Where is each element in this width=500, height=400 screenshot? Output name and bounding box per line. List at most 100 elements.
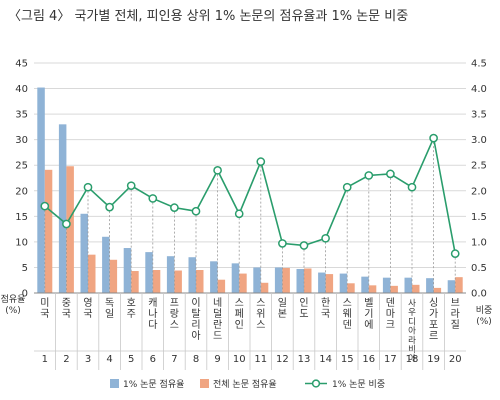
- rank-label: 11: [254, 354, 267, 365]
- y-tick-label-left: 0: [22, 289, 28, 300]
- ratio-point: [62, 219, 71, 229]
- ratio-point: [450, 249, 460, 258]
- rank-label: 8: [193, 354, 199, 365]
- y-axis-title-left: 점유율: [1, 293, 26, 305]
- bar-total-share: [433, 287, 442, 293]
- bar-total-share: [325, 274, 334, 293]
- rank-label: 1: [42, 354, 48, 365]
- legend-marker-ratio: [311, 379, 321, 388]
- bar-top1pct-share: [102, 236, 110, 293]
- y-tick-label-left: 40: [15, 84, 28, 95]
- ratio-point: [299, 241, 309, 250]
- rank-label: 17: [384, 354, 397, 365]
- y-tick-label-left: 45: [15, 59, 28, 70]
- legend-label-ratio: 1% 논문 비중: [332, 379, 385, 390]
- y-tick-label-right: 1.0: [471, 237, 487, 248]
- rank-label: 16: [362, 354, 375, 365]
- bar-total-share: [282, 267, 290, 293]
- bar-total-share: [152, 270, 161, 293]
- bar-top1pct-share: [123, 248, 132, 293]
- ratio-point: [105, 202, 114, 212]
- y-tick-label-right: 3.0: [471, 135, 487, 146]
- legend-swatch-top1pct-share: [110, 379, 119, 388]
- y-tick-label-right: 4.0: [471, 84, 487, 95]
- bar-top1pct-share: [404, 277, 412, 293]
- bar-top1pct-share: [339, 273, 348, 293]
- ratio-point: [256, 157, 266, 166]
- y-tick-label-left: 10: [15, 237, 28, 248]
- bar-top1pct-share: [274, 267, 283, 293]
- rank-label: 20: [449, 354, 462, 365]
- ratio-point: [170, 203, 179, 212]
- ratio-point: [342, 182, 352, 192]
- y-tick-label-right: 4.5: [471, 59, 487, 70]
- y-tick-label-right: 1.5: [471, 212, 487, 223]
- y-axis-title-right: (%): [476, 317, 492, 327]
- bar-total-share: [88, 254, 96, 293]
- y-tick-label-left: 5: [22, 263, 28, 274]
- ratio-point: [234, 209, 244, 219]
- rank-label: 13: [298, 354, 311, 365]
- y-axis-title-left: (%): [5, 306, 21, 316]
- rank-label: 3: [85, 354, 91, 365]
- bar-top1pct-share: [58, 124, 67, 293]
- chart-title: 〈그림 4〉 국가별 전체, 피인용 상위 1% 논문의 점유율과 1% 논문 …: [8, 9, 408, 24]
- legend-swatch-total-share: [200, 379, 209, 388]
- rank-label: 5: [128, 354, 134, 365]
- bar-total-share: [260, 282, 269, 293]
- ratio-point: [407, 182, 417, 192]
- rank-label: 12: [276, 354, 289, 365]
- bar-top1pct-share: [253, 267, 261, 293]
- y-tick-label-left: 30: [15, 135, 28, 146]
- bar-total-share: [412, 284, 420, 293]
- y-axis-title-right: 비중: [476, 305, 493, 316]
- ratio-point: [148, 194, 158, 203]
- bar-total-share: [304, 268, 312, 293]
- y-tick-label-left: 20: [15, 186, 28, 197]
- ratio-point: [321, 233, 330, 243]
- bar-total-share: [66, 166, 74, 293]
- bar-total-share: [217, 279, 226, 293]
- y-tick-label-right: 0.0: [471, 289, 487, 300]
- y-tick-label-right: 0.5: [471, 263, 487, 274]
- ratio-line-path: [44, 135, 456, 254]
- bar-top1pct-share: [447, 280, 456, 293]
- y-tick-label-right: 3.5: [471, 110, 487, 121]
- rank-label: 4: [106, 354, 112, 365]
- y-tick-label-left: 25: [15, 161, 28, 172]
- bar-top1pct-share: [145, 252, 153, 293]
- bar-top1pct-share: [318, 272, 326, 293]
- gridlines: [34, 62, 466, 268]
- ratio-point: [213, 165, 222, 175]
- y-tick-label-left: 15: [15, 212, 28, 223]
- bar-total-share: [131, 271, 139, 293]
- bar-total-share: [368, 285, 377, 293]
- category-labels: 미 국 1 중 국 2 영 국 3 독 일 4 호 주 5 캐 나 다 6 프 랑 스 7 이 탈 리 아 8 네 덜 란 드 9 스 페 인 10 스 위…: [34, 293, 466, 370]
- bar-total-share: [196, 270, 204, 293]
- rank-label: 14: [319, 354, 332, 365]
- ratio-point: [278, 239, 287, 248]
- ratio-point: [364, 171, 374, 180]
- y-tick-label-left: 35: [15, 110, 28, 121]
- rank-label: 19: [427, 354, 440, 365]
- rank-label: 6: [150, 354, 156, 365]
- bar-total-share: [44, 169, 53, 293]
- bar-top1pct-share: [296, 268, 304, 293]
- bar-top1pct-share: [188, 257, 196, 293]
- bar-total-share: [239, 273, 247, 293]
